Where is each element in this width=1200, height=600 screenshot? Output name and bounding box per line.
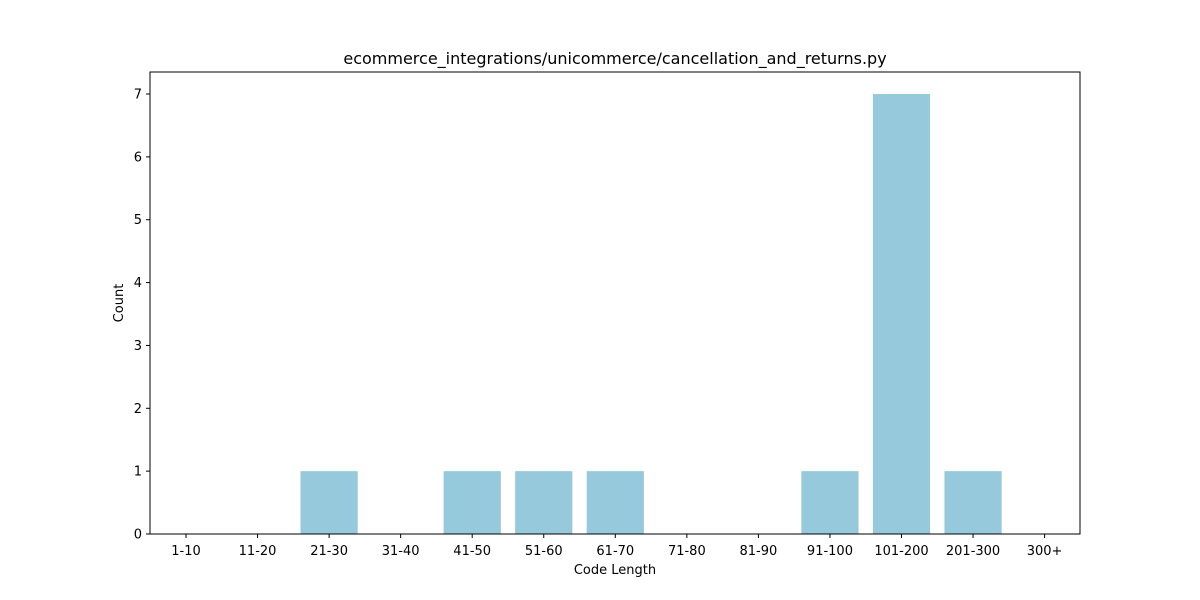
x-tick-label: 31-40 bbox=[382, 544, 420, 559]
y-tick-label: 4 bbox=[134, 276, 142, 291]
x-tick-label: 61-70 bbox=[596, 544, 634, 559]
chart-title: ecommerce_integrations/unicommerce/cance… bbox=[343, 49, 886, 69]
x-tick-label: 1-10 bbox=[171, 544, 201, 559]
x-tick-label: 41-50 bbox=[453, 544, 491, 559]
y-tick-label: 3 bbox=[134, 339, 142, 354]
x-tick-label: 101-200 bbox=[874, 544, 928, 559]
x-tick-label: 21-30 bbox=[310, 544, 348, 559]
y-tick-label: 6 bbox=[134, 150, 142, 165]
bar-101-200 bbox=[872, 94, 931, 534]
x-tick-label: 300+ bbox=[1027, 544, 1063, 559]
x-tick-label: 51-60 bbox=[525, 544, 563, 559]
x-axis-ticks: 1-10 11-20 21-30 31-40 41-50 51-60 61-70 71-80 8… bbox=[171, 534, 1062, 559]
y-tick-label: 5 bbox=[134, 213, 142, 228]
y-axis-ticks: 0 1 2 3 4 5 6 7 bbox=[134, 88, 150, 543]
plot-frame bbox=[149, 71, 1081, 535]
y-tick-label: 0 bbox=[134, 528, 142, 543]
bar-91-100 bbox=[801, 471, 859, 534]
bars-group bbox=[300, 94, 1002, 534]
x-tick-label: 91-100 bbox=[807, 544, 853, 559]
bar-51-60 bbox=[515, 471, 573, 534]
y-tick-label: 7 bbox=[134, 88, 142, 103]
x-tick-label: 71-80 bbox=[668, 544, 706, 559]
x-tick-label: 201-300 bbox=[946, 544, 1000, 559]
bar-201-300 bbox=[944, 471, 1002, 534]
y-axis-label: Count bbox=[112, 284, 127, 323]
bar-21-30 bbox=[300, 471, 358, 534]
x-tick-label: 81-90 bbox=[740, 544, 778, 559]
bar-61-70 bbox=[586, 471, 644, 534]
x-axis-label: Code Length bbox=[574, 563, 656, 578]
y-tick-label: 2 bbox=[134, 402, 142, 417]
x-tick-label: 11-20 bbox=[239, 544, 277, 559]
bar-41-50 bbox=[443, 471, 501, 534]
y-tick-label: 1 bbox=[134, 465, 142, 480]
